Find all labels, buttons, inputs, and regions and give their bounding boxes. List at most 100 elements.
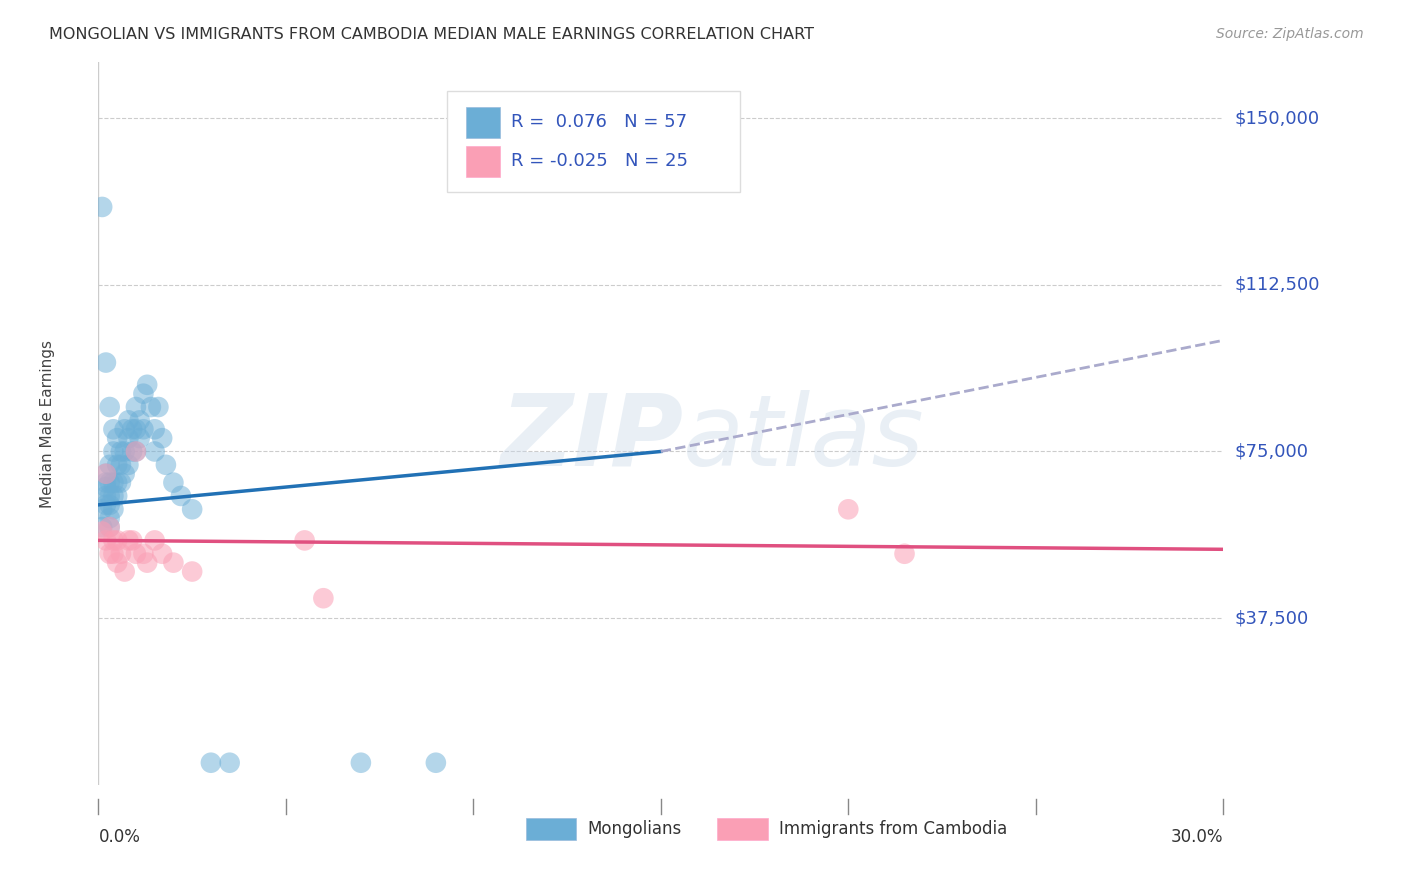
Text: 0.0%: 0.0% <box>98 829 141 847</box>
Point <box>294 533 316 548</box>
Text: 30.0%: 30.0% <box>1171 829 1223 847</box>
FancyBboxPatch shape <box>467 146 501 177</box>
Point <box>121 422 143 436</box>
FancyBboxPatch shape <box>717 818 768 840</box>
Point <box>117 533 139 548</box>
Point <box>170 489 193 503</box>
Point <box>181 565 204 579</box>
Text: Source: ZipAtlas.com: Source: ZipAtlas.com <box>1216 27 1364 41</box>
Point <box>91 502 114 516</box>
Point <box>103 422 125 436</box>
Point <box>103 489 125 503</box>
Text: $75,000: $75,000 <box>1234 442 1309 460</box>
Point <box>155 458 177 472</box>
FancyBboxPatch shape <box>447 91 740 193</box>
Point <box>139 400 162 414</box>
Point <box>125 400 148 414</box>
Point <box>162 556 184 570</box>
Point <box>121 444 143 458</box>
Point <box>103 533 125 548</box>
Point <box>91 520 114 534</box>
FancyBboxPatch shape <box>526 818 576 840</box>
Point <box>117 431 139 445</box>
Point <box>136 377 159 392</box>
Point <box>105 475 128 490</box>
Point <box>200 756 222 770</box>
Point <box>132 547 155 561</box>
Point <box>114 422 136 436</box>
Point <box>117 458 139 472</box>
Point <box>91 200 114 214</box>
Point <box>132 422 155 436</box>
Point <box>94 480 117 494</box>
Point <box>94 355 117 369</box>
Point <box>150 431 173 445</box>
Point <box>98 520 121 534</box>
Point <box>98 520 121 534</box>
Point <box>132 386 155 401</box>
Point <box>98 511 121 525</box>
Point <box>425 756 447 770</box>
Point <box>94 467 117 481</box>
Point <box>837 502 859 516</box>
Point <box>98 489 121 503</box>
Point <box>150 547 173 561</box>
Point <box>105 533 128 548</box>
Point <box>121 533 143 548</box>
Point <box>114 467 136 481</box>
Point <box>128 413 150 427</box>
Point <box>114 565 136 579</box>
Text: Mongolians: Mongolians <box>588 820 682 838</box>
Point <box>103 444 125 458</box>
Point <box>143 422 166 436</box>
Point <box>162 475 184 490</box>
Point <box>105 458 128 472</box>
Point <box>98 498 121 512</box>
Point <box>98 547 121 561</box>
Text: $150,000: $150,000 <box>1234 109 1319 127</box>
Point <box>98 458 121 472</box>
Point <box>103 502 125 516</box>
Point <box>91 524 114 539</box>
Point <box>893 547 915 561</box>
Point <box>94 475 117 490</box>
Point <box>143 533 166 548</box>
Text: atlas: atlas <box>683 390 925 487</box>
Point <box>103 475 125 490</box>
Point <box>181 502 204 516</box>
Text: ZIP: ZIP <box>501 390 683 487</box>
Point <box>125 547 148 561</box>
Text: $112,500: $112,500 <box>1234 276 1320 293</box>
Point <box>148 400 170 414</box>
Point <box>105 431 128 445</box>
Point <box>110 475 132 490</box>
Point <box>94 533 117 548</box>
Point <box>350 756 373 770</box>
Point <box>125 422 148 436</box>
Point <box>117 413 139 427</box>
Text: Immigrants from Cambodia: Immigrants from Cambodia <box>779 820 1007 838</box>
Text: R = -0.025   N = 25: R = -0.025 N = 25 <box>512 153 688 170</box>
Point <box>94 498 117 512</box>
Text: Median Male Earnings: Median Male Earnings <box>41 340 55 508</box>
Point <box>143 444 166 458</box>
Point <box>125 444 148 458</box>
Text: R =  0.076   N = 57: R = 0.076 N = 57 <box>512 113 688 131</box>
Point <box>103 547 125 561</box>
Point <box>110 458 132 472</box>
Point <box>105 556 128 570</box>
Point <box>105 489 128 503</box>
Point <box>94 489 117 503</box>
Point <box>110 547 132 561</box>
Point <box>110 444 132 458</box>
FancyBboxPatch shape <box>467 107 501 137</box>
Point <box>114 444 136 458</box>
Point <box>128 431 150 445</box>
Point <box>98 475 121 490</box>
Point <box>312 591 335 606</box>
Point <box>98 400 121 414</box>
Point <box>125 444 148 458</box>
Text: MONGOLIAN VS IMMIGRANTS FROM CAMBODIA MEDIAN MALE EARNINGS CORRELATION CHART: MONGOLIAN VS IMMIGRANTS FROM CAMBODIA ME… <box>49 27 814 42</box>
Text: $37,500: $37,500 <box>1234 609 1309 627</box>
Point <box>136 556 159 570</box>
